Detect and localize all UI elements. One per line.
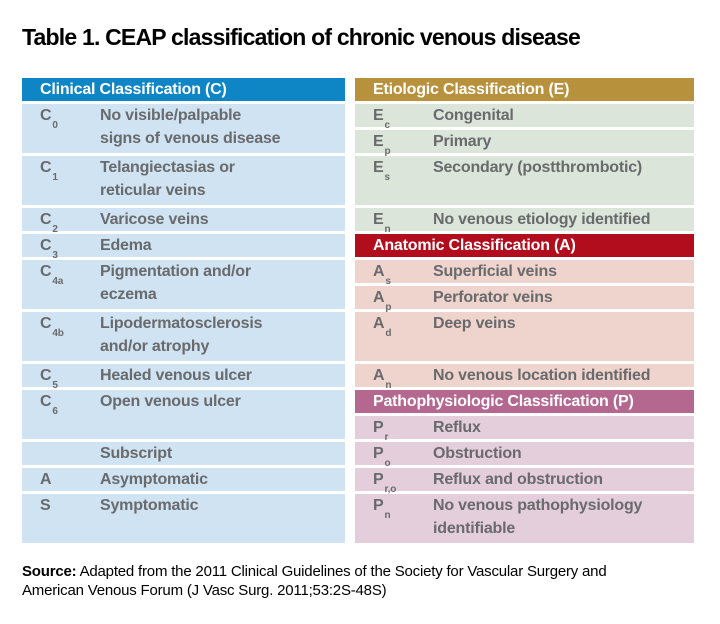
row-text: No venous pathophysiology identifiable bbox=[433, 497, 643, 537]
table-row: En No venous etiology identified bbox=[355, 208, 694, 236]
table-row: Subscript bbox=[22, 442, 345, 465]
row-label: Pr,o bbox=[373, 471, 397, 496]
table-row: Es Secondary (postthrombotic) bbox=[355, 156, 694, 205]
row-label: En bbox=[373, 211, 391, 236]
row-label: Es bbox=[373, 159, 390, 184]
row-text: Healed venous ulcer bbox=[100, 367, 252, 384]
source-text: Adapted from the 2011 Clinical Guideline… bbox=[22, 563, 607, 599]
table-row: Ap Perforator veins bbox=[355, 286, 694, 314]
table-row: Ep Primary bbox=[355, 130, 694, 158]
row-label: Pn bbox=[373, 497, 391, 522]
row-label: Ap bbox=[373, 289, 392, 314]
row-text: Primary bbox=[433, 133, 492, 150]
row-text: Lipodermatosclerosis and/or atrophy bbox=[100, 315, 263, 355]
row-text: Subscript bbox=[100, 445, 172, 462]
row-text: Superficial veins bbox=[433, 263, 557, 280]
row-label: C4a bbox=[40, 263, 64, 288]
table-row: As Superficial veins bbox=[355, 260, 694, 288]
row-text: No venous location identified bbox=[433, 367, 651, 384]
etiologic-anatomic-pathophysiologic-column: Etiologic Classification (E) Ec Congenital… bbox=[355, 78, 694, 543]
row-label: An bbox=[373, 367, 392, 392]
table-row: C2 Varicose veins bbox=[22, 208, 345, 236]
table-row: An No venous location identified bbox=[355, 364, 694, 392]
row-label: Ep bbox=[373, 133, 391, 158]
clinical-column: Clinical Classification (C) C0 No visible/… bbox=[22, 78, 345, 543]
table-row: C1 Telangiectasias or reticular veins bbox=[22, 156, 345, 205]
row-label: Pr bbox=[373, 419, 389, 444]
row-text: Secondary (postthrombotic) bbox=[433, 159, 643, 176]
section-header: Clinical Classification (C) bbox=[22, 78, 345, 101]
row-label: S bbox=[40, 497, 51, 514]
row-label: A bbox=[40, 471, 52, 488]
table-row: Ec Congenital bbox=[355, 104, 694, 132]
row-text: No visible/palpable signs of venous dise… bbox=[100, 107, 281, 147]
row-text: Perforator veins bbox=[433, 289, 553, 306]
row-label: Ec bbox=[373, 107, 390, 132]
table-row: C5 Healed venous ulcer bbox=[22, 364, 345, 392]
row-label: Ad bbox=[373, 315, 392, 340]
section-header: Anatomic Classification (A) bbox=[355, 234, 694, 257]
table-row: Ad Deep veins bbox=[355, 312, 694, 361]
section-header: Etiologic Classification (E) bbox=[355, 78, 694, 101]
row-text: Symptomatic bbox=[100, 497, 199, 514]
row-text: Reflux bbox=[433, 419, 481, 436]
row-label: C1 bbox=[40, 159, 58, 184]
row-label: C5 bbox=[40, 367, 58, 392]
table-row: S Symptomatic bbox=[22, 494, 345, 543]
row-text: Pigmentation and/or eczema bbox=[100, 263, 251, 303]
table-row: Pr Reflux bbox=[355, 416, 694, 444]
row-text: Asymptomatic bbox=[100, 471, 208, 488]
table-row: C3 Edema bbox=[22, 234, 345, 262]
table-row: A Asymptomatic bbox=[22, 468, 345, 491]
table-row: C4b Lipodermatosclerosis and/or atrophy bbox=[22, 312, 345, 361]
table-row: C4a Pigmentation and/or eczema bbox=[22, 260, 345, 309]
ceap-table: Clinical Classification (C) C0 No visible/… bbox=[22, 78, 694, 543]
row-text: No venous etiology identified bbox=[433, 211, 651, 228]
row-text: Reflux and obstruction bbox=[433, 471, 603, 488]
row-label: C0 bbox=[40, 107, 58, 132]
table-row: Pn No venous pathophysiology identifiable bbox=[355, 494, 694, 543]
table-row: C6 Open venous ulcer bbox=[22, 390, 345, 439]
row-label: C6 bbox=[40, 393, 58, 418]
row-label: Po bbox=[373, 445, 391, 470]
source-label: Source: bbox=[22, 563, 77, 580]
row-text: Edema bbox=[100, 237, 152, 254]
row-label: C2 bbox=[40, 211, 58, 236]
table-row: C0 No visible/palpable signs of venous di… bbox=[22, 104, 345, 153]
row-label: C4b bbox=[40, 315, 64, 340]
row-text: Varicose veins bbox=[100, 211, 209, 228]
row-label: C3 bbox=[40, 237, 58, 262]
row-text: Deep veins bbox=[433, 315, 516, 332]
row-text: Open venous ulcer bbox=[100, 393, 241, 410]
row-text: Telangiectasias or reticular veins bbox=[100, 159, 235, 199]
row-text: Congenital bbox=[433, 107, 514, 124]
table-row: Pr,o Reflux and obstruction bbox=[355, 468, 694, 496]
section-header: Pathophysiologic Classification (P) bbox=[355, 390, 694, 413]
table-row: Po Obstruction bbox=[355, 442, 694, 470]
page-title: Table 1. CEAP classification of chronic … bbox=[22, 24, 581, 50]
row-label: As bbox=[373, 263, 391, 288]
row-text: Obstruction bbox=[433, 445, 522, 462]
source-note: Source: Adapted from the 2011 Clinical G… bbox=[22, 562, 692, 600]
